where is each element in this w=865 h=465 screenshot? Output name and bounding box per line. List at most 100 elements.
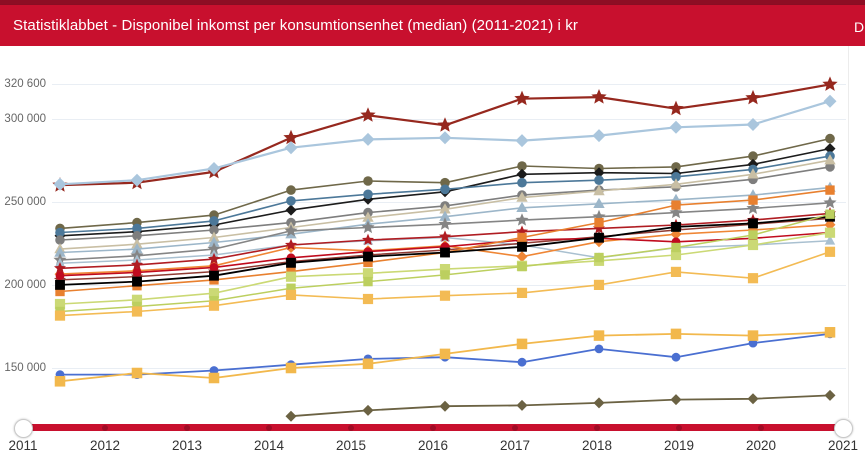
- data-point-circle-icon[interactable]: [517, 357, 527, 367]
- data-point-square-icon[interactable]: [670, 328, 682, 340]
- data-point-diamond-icon[interactable]: [361, 132, 375, 146]
- data-point-circle-icon[interactable]: [55, 227, 65, 238]
- data-point-square-icon[interactable]: [747, 273, 759, 284]
- data-point-square-icon[interactable]: [439, 290, 451, 301]
- data-point-square-icon[interactable]: [824, 327, 836, 338]
- data-point-square-icon[interactable]: [54, 376, 66, 387]
- data-point-star-icon[interactable]: [361, 220, 375, 234]
- data-point-triangle-icon[interactable]: [593, 185, 605, 196]
- data-point-square-icon[interactable]: [440, 247, 450, 258]
- data-point-square-icon[interactable]: [131, 306, 143, 317]
- data-point-diamond-icon[interactable]: [824, 389, 836, 401]
- data-point-star-icon[interactable]: [746, 201, 760, 214]
- data-point-square-icon[interactable]: [362, 293, 374, 305]
- data-point-triangle-icon[interactable]: [131, 243, 143, 254]
- data-point-square-icon[interactable]: [748, 195, 758, 205]
- data-point-square-icon[interactable]: [363, 251, 373, 262]
- data-point-square-icon[interactable]: [748, 230, 758, 240]
- data-point-star-icon[interactable]: [437, 117, 453, 132]
- data-point-square-icon[interactable]: [824, 227, 836, 238]
- data-point-square-icon[interactable]: [285, 271, 297, 282]
- data-point-square-icon[interactable]: [362, 268, 374, 279]
- data-point-circle-icon[interactable]: [440, 184, 450, 195]
- data-point-square-icon[interactable]: [362, 358, 374, 370]
- data-point-square-icon[interactable]: [209, 270, 219, 281]
- data-point-star-icon[interactable]: [130, 258, 144, 271]
- data-point-square-icon[interactable]: [286, 283, 296, 293]
- data-point-diamond-icon[interactable]: [285, 204, 297, 216]
- series-light-blue-diamond-top[interactable]: [53, 94, 837, 191]
- data-point-triangle-icon[interactable]: [824, 154, 836, 165]
- data-point-square-icon[interactable]: [363, 276, 373, 287]
- data-point-star-icon[interactable]: [207, 242, 221, 255]
- data-point-diamond-icon[interactable]: [516, 251, 528, 263]
- series-yellow-square-mid[interactable]: [54, 246, 836, 321]
- data-point-square-icon[interactable]: [824, 246, 836, 257]
- data-point-diamond-icon[interactable]: [747, 393, 759, 405]
- data-point-diamond-icon[interactable]: [362, 404, 374, 416]
- data-point-triangle-icon[interactable]: [439, 210, 451, 221]
- data-point-circle-icon[interactable]: [594, 344, 604, 354]
- data-point-diamond-icon[interactable]: [823, 94, 837, 108]
- data-point-circle-icon[interactable]: [209, 263, 219, 272]
- data-point-diamond-icon[interactable]: [593, 397, 605, 409]
- data-point-triangle-icon[interactable]: [593, 197, 605, 208]
- series-steel-blue-circle[interactable]: [55, 151, 835, 238]
- data-point-square-icon[interactable]: [594, 252, 604, 263]
- data-point-square-icon[interactable]: [285, 362, 297, 374]
- data-point-star-icon[interactable]: [207, 252, 221, 265]
- data-point-square-icon[interactable]: [439, 264, 451, 275]
- data-point-star-icon[interactable]: [669, 205, 683, 219]
- data-point-square-icon[interactable]: [747, 330, 759, 341]
- data-point-diamond-icon[interactable]: [669, 120, 683, 134]
- data-point-diamond-icon[interactable]: [284, 141, 298, 155]
- data-point-diamond-icon[interactable]: [207, 162, 221, 175]
- data-point-circle-icon[interactable]: [517, 161, 527, 171]
- data-point-star-icon[interactable]: [823, 195, 837, 209]
- data-point-diamond-icon[interactable]: [592, 129, 606, 143]
- data-point-circle-icon[interactable]: [132, 231, 142, 241]
- data-point-star-icon[interactable]: [514, 90, 530, 106]
- data-point-diamond-icon[interactable]: [746, 118, 760, 131]
- data-point-square-icon[interactable]: [825, 209, 835, 219]
- data-point-square-icon[interactable]: [517, 241, 527, 252]
- data-point-star-icon[interactable]: [745, 89, 761, 105]
- data-point-square-icon[interactable]: [517, 261, 527, 272]
- data-point-circle-icon[interactable]: [55, 235, 65, 245]
- data-point-square-icon[interactable]: [671, 200, 681, 210]
- data-point-star-icon[interactable]: [438, 217, 452, 230]
- data-point-star-icon[interactable]: [53, 261, 67, 274]
- data-point-diamond-icon[interactable]: [439, 400, 451, 412]
- data-point-star-icon[interactable]: [360, 107, 376, 122]
- data-point-circle-icon[interactable]: [671, 352, 681, 362]
- data-point-circle-icon[interactable]: [748, 151, 758, 161]
- data-point-square-icon[interactable]: [747, 239, 759, 251]
- data-point-circle-icon[interactable]: [671, 162, 681, 172]
- data-point-circle-icon[interactable]: [748, 338, 758, 348]
- data-point-square-icon[interactable]: [54, 310, 66, 321]
- data-point-square-icon[interactable]: [593, 279, 605, 290]
- data-point-square-icon[interactable]: [671, 221, 681, 232]
- data-point-star-icon[interactable]: [438, 230, 452, 242]
- data-point-circle-icon[interactable]: [825, 162, 835, 172]
- data-point-square-icon[interactable]: [286, 257, 296, 268]
- data-point-circle-icon[interactable]: [209, 225, 219, 235]
- data-point-square-icon[interactable]: [131, 294, 143, 305]
- data-point-circle-icon[interactable]: [132, 223, 142, 234]
- data-point-square-icon[interactable]: [670, 266, 682, 277]
- data-point-square-icon[interactable]: [671, 242, 681, 253]
- data-point-circle-icon[interactable]: [363, 189, 373, 200]
- data-point-triangle-icon[interactable]: [670, 178, 682, 189]
- data-point-square-icon[interactable]: [208, 288, 220, 299]
- data-point-square-icon[interactable]: [439, 348, 451, 360]
- data-point-diamond-icon[interactable]: [824, 143, 836, 155]
- data-point-star-icon[interactable]: [592, 222, 606, 234]
- series-olive-circle[interactable]: [55, 133, 835, 234]
- data-point-square-icon[interactable]: [440, 270, 450, 280]
- data-point-triangle-icon[interactable]: [208, 236, 220, 247]
- data-point-diamond-icon[interactable]: [438, 131, 452, 145]
- data-point-diamond-icon[interactable]: [670, 394, 682, 406]
- data-point-triangle-icon[interactable]: [747, 168, 759, 179]
- data-point-star-icon[interactable]: [361, 233, 375, 246]
- data-point-star-icon[interactable]: [668, 100, 684, 116]
